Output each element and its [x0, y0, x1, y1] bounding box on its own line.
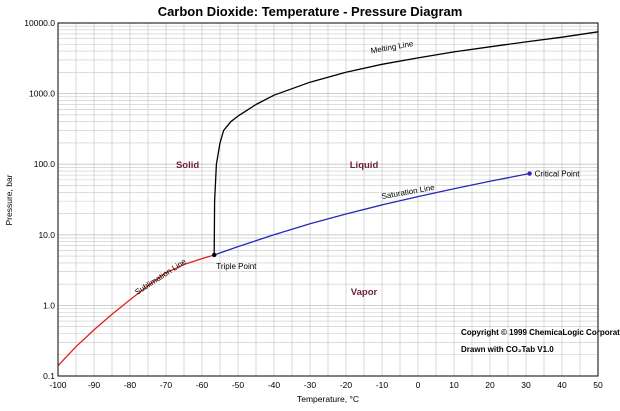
y-tick-label: 1000.0 [29, 89, 55, 99]
x-axis-label: Temperature, °C [297, 394, 359, 404]
x-tick-label: -90 [88, 380, 101, 390]
x-tick-label: -50 [232, 380, 245, 390]
y-tick-label: 10.0 [38, 230, 55, 240]
x-tick-label: 50 [593, 380, 603, 390]
copyright-note: Copyright © 1999 ChemicaLogic Corporatio… [461, 328, 620, 337]
x-tick-label: -20 [340, 380, 353, 390]
triple-point-marker [212, 252, 217, 258]
region-liquid-label: Liquid [350, 160, 379, 171]
y-tick-label: 100.0 [34, 159, 56, 169]
melting-line [213, 31, 599, 256]
x-tick-label: -60 [196, 380, 209, 390]
region-solid-label: Solid [176, 160, 199, 171]
x-tick-label: 0 [416, 380, 421, 390]
critical-point-label: Critical Point [535, 170, 581, 179]
curves-layer [57, 31, 599, 367]
y-tick-label: 10000.0 [24, 18, 55, 28]
chart-title: Carbon Dioxide: Temperature - Pressure D… [158, 4, 463, 19]
y-tick-label: 0.1 [43, 371, 55, 381]
y-tick-label: 1.0 [43, 300, 55, 310]
x-tick-label: 10 [449, 380, 459, 390]
x-tick-label: -70 [160, 380, 173, 390]
x-tick-label: -40 [268, 380, 281, 390]
x-tick-label: -30 [304, 380, 317, 390]
tick-labels: -100 -90 -80 -70 -60 -50 -40 -30 -20 -10 0 10 20 30 40… [24, 18, 603, 390]
plot-frame [57, 22, 599, 377]
critical-point-marker [527, 171, 532, 176]
annotation-layer: Triple Point Critical Point Solid Liquid Vap… [133, 39, 620, 354]
melting-line-label: Melting Line [370, 39, 415, 55]
triple-point-label: Triple Point [216, 262, 257, 271]
x-tick-label: 30 [521, 380, 531, 390]
sublimation-line [57, 254, 215, 367]
x-tick-label: 20 [485, 380, 495, 390]
region-vapor-label: Vapor [351, 287, 378, 298]
x-tick-label: -80 [124, 380, 137, 390]
x-tick-label: -100 [49, 380, 66, 390]
grid-lines [57, 23, 599, 377]
drawn-with-note: Drawn with CO₂Tab V1.0 [461, 345, 554, 354]
x-tick-label: 40 [557, 380, 567, 390]
saturation-line [213, 172, 530, 256]
x-tick-label: -10 [376, 380, 389, 390]
y-axis-label: Pressure, bar [4, 174, 14, 225]
